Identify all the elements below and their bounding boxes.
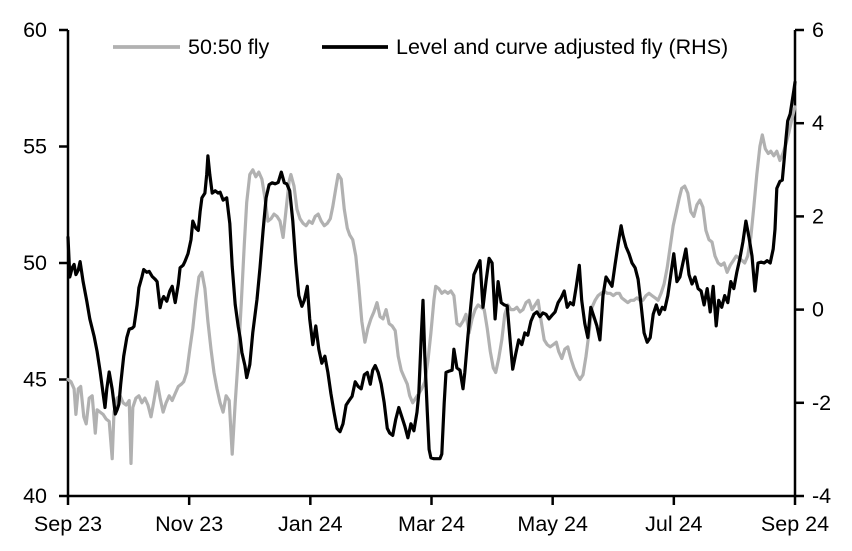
series-line-level-curve-adjusted-fly [66, 80, 797, 461]
y-right-tick-label: -2 [812, 391, 831, 415]
x-tick-label: Nov 23 [155, 512, 223, 536]
y-right-tick-label: 4 [812, 111, 824, 135]
y-left-tick-label: 60 [23, 18, 47, 42]
legend-label: 50:50 fly [188, 35, 270, 59]
y-left-tick-label: 55 [23, 135, 47, 159]
axis-spines [66, 30, 797, 498]
series-line-fifty-fifty-fly [66, 105, 797, 465]
y-right-tick-label: 2 [812, 204, 824, 228]
x-tick-label: Jul 24 [645, 512, 702, 536]
x-tick-label: Mar 24 [398, 512, 465, 536]
y-left-tick-label: 50 [23, 251, 47, 275]
y-right-tick-label: 6 [812, 18, 824, 42]
x-tick-label: Jan 24 [278, 512, 343, 536]
x-tick-label: Sep 23 [34, 512, 102, 536]
y-right-tick-label: 0 [812, 298, 824, 322]
y-right-tick-label: -4 [812, 484, 831, 508]
x-tick-label: May 24 [517, 512, 588, 536]
y-left-tick-label: 40 [23, 484, 47, 508]
y-left-tick-label: 45 [23, 368, 47, 392]
x-tick-label: Sep 24 [761, 512, 829, 536]
legend-label: Level and curve adjusted fly (RHS) [396, 35, 728, 59]
